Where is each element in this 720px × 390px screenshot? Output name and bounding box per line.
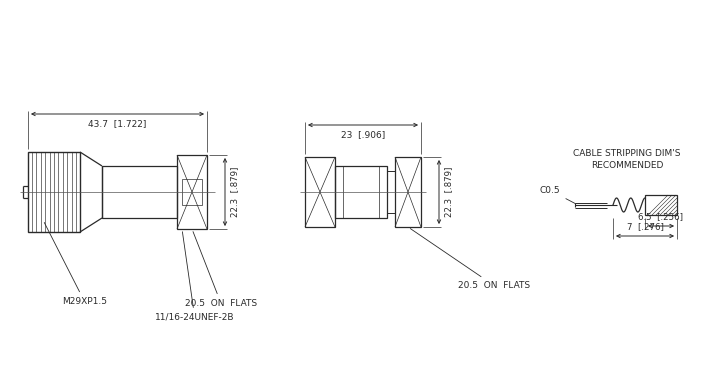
Text: C0.5: C0.5 (540, 186, 575, 204)
Text: CABLE STRIPPING DIM'S: CABLE STRIPPING DIM'S (573, 149, 680, 158)
Text: 6.5  [.256]: 6.5 [.256] (639, 212, 683, 221)
Text: 11/16-24UNEF-2B: 11/16-24UNEF-2B (155, 232, 235, 322)
Bar (645, 195, 677, 215)
Bar (177, 155, 207, 229)
Bar (305, 157, 335, 227)
Text: 20.5  ON  FLATS: 20.5 ON FLATS (185, 232, 257, 308)
Bar (335, 166, 387, 218)
Text: 22.3  [.879]: 22.3 [.879] (444, 167, 453, 217)
Bar (395, 157, 421, 227)
Text: RECOMMENDED: RECOMMENDED (591, 161, 663, 170)
Text: 22.3  [.879]: 22.3 [.879] (230, 167, 239, 217)
Text: 7  [.276]: 7 [.276] (626, 222, 663, 231)
Bar (28, 152, 80, 232)
Text: 20.5  ON  FLATS: 20.5 ON FLATS (410, 229, 530, 290)
Bar (102, 166, 177, 218)
Text: 23  [.906]: 23 [.906] (341, 130, 385, 139)
Bar (387, 171, 395, 213)
Bar (182, 179, 202, 205)
Text: 43.7  [1.722]: 43.7 [1.722] (89, 119, 147, 128)
Text: M29XP1.5: M29XP1.5 (44, 222, 107, 306)
